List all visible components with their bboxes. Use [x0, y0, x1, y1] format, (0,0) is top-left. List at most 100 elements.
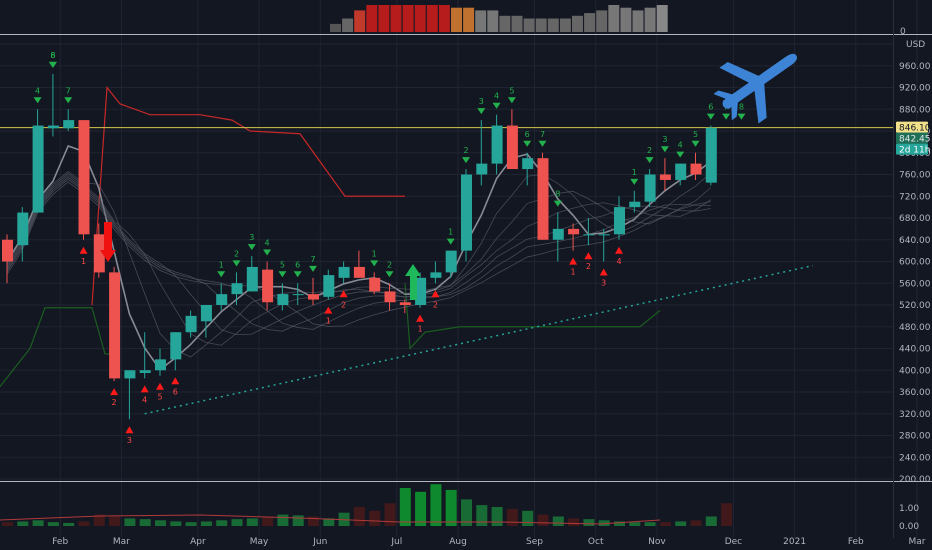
candle-body[interactable]: [231, 283, 243, 295]
candle-body[interactable]: [262, 269, 274, 303]
candle-body[interactable]: [369, 277, 381, 292]
candle-body[interactable]: [124, 370, 136, 379]
candle-body[interactable]: [47, 125, 59, 129]
sell-signal-marker: [553, 200, 562, 207]
sell-signal-marker: [538, 140, 547, 147]
candle-body[interactable]: [614, 207, 625, 235]
support-line-green-right: [404, 283, 661, 350]
candle-body[interactable]: [690, 163, 702, 175]
buy-signal-count: 4: [616, 257, 621, 266]
candle-body[interactable]: [522, 158, 534, 170]
volume-bar: [384, 503, 396, 526]
sell-signal-marker: [737, 113, 746, 120]
candle-body[interactable]: [506, 125, 518, 170]
volume-bar: [506, 508, 518, 526]
candle-body[interactable]: [659, 174, 671, 180]
candle-body[interactable]: [17, 212, 29, 246]
candle-body[interactable]: [568, 228, 580, 235]
top-histogram-bar: [354, 10, 366, 32]
candle-body[interactable]: [491, 125, 503, 164]
candle-body[interactable]: [629, 201, 641, 208]
sell-signal-count: 5: [509, 86, 514, 95]
candle-body[interactable]: [384, 291, 396, 303]
candle-body[interactable]: [583, 234, 595, 236]
buy-signal-count: 2: [433, 300, 438, 309]
candle-body[interactable]: [445, 250, 457, 273]
last-price-tag-bg: [896, 121, 928, 133]
candle-body[interactable]: [170, 332, 182, 360]
top-histogram-bar: [475, 10, 487, 32]
top-histogram-bar: [414, 5, 426, 32]
top-histogram-bar: [451, 7, 462, 32]
top-histogram-bar: [499, 15, 511, 33]
volume-bar: [705, 516, 717, 526]
volume-bar: [399, 488, 411, 526]
volume-bar: [185, 522, 197, 526]
buy-signal-count: 2: [586, 262, 591, 271]
candle-body[interactable]: [323, 275, 335, 297]
top-histogram-bar: [402, 5, 414, 32]
ma-value-tag-bg: [896, 132, 928, 144]
buy-signal-marker: [125, 426, 134, 434]
top-histogram-bar: [511, 15, 523, 33]
trendline-support: [144, 264, 814, 415]
price-tick-label: 200.00: [899, 475, 931, 485]
ma-value-tag: 842.45: [899, 135, 931, 145]
top-histogram-bar: [487, 10, 499, 32]
candle-body[interactable]: [675, 163, 687, 180]
candle-body[interactable]: [461, 174, 472, 251]
candle-body[interactable]: [63, 120, 75, 129]
candle-body[interactable]: [705, 127, 717, 183]
candle-body[interactable]: [552, 228, 564, 240]
candle-body[interactable]: [277, 294, 289, 305]
sell-signal-marker: [676, 151, 685, 158]
volume-bar: [522, 510, 534, 526]
candle-body[interactable]: [93, 234, 105, 273]
time-tick-label: Dec: [725, 537, 742, 547]
sell-signal-marker: [33, 97, 42, 104]
sell-signal-count: 1: [632, 168, 637, 177]
time-tick-label: Feb: [848, 537, 864, 547]
candle-body[interactable]: [2, 239, 13, 262]
sell-signal-marker: [263, 249, 272, 256]
candle-body[interactable]: [430, 272, 442, 278]
buy-signal-count: 4: [142, 395, 147, 404]
candle-body[interactable]: [32, 125, 44, 213]
price-tick-label: 680.00: [899, 214, 931, 224]
sell-signal-count: 3: [662, 135, 667, 144]
candle-body[interactable]: [537, 158, 549, 240]
candle-body[interactable]: [415, 277, 427, 305]
candle-body[interactable]: [353, 266, 365, 278]
candle-body[interactable]: [185, 315, 197, 333]
candle-body[interactable]: [338, 266, 350, 278]
candle-body[interactable]: [476, 163, 488, 175]
moving-average-line: [6, 173, 712, 346]
volume-bar: [675, 521, 687, 526]
candle-body[interactable]: [139, 370, 151, 373]
volume-bar: [491, 507, 503, 526]
candle-body[interactable]: [644, 174, 656, 202]
candle-body[interactable]: [246, 266, 258, 292]
volume-bar: [246, 518, 258, 526]
candle-body[interactable]: [598, 234, 610, 236]
volume-bar: [690, 520, 702, 526]
sell-signal-marker: [370, 260, 379, 267]
candle-body[interactable]: [308, 294, 319, 300]
volume-bar: [323, 518, 335, 526]
top-histogram-bar: [644, 7, 656, 32]
volume-bar: [231, 519, 243, 526]
candle-body[interactable]: [399, 302, 411, 305]
candle-body[interactable]: [200, 305, 212, 322]
candle-body[interactable]: [155, 359, 166, 371]
time-tick-label: Feb: [52, 537, 68, 547]
price-tick-label: 640.00: [899, 236, 931, 246]
candle-body[interactable]: [78, 120, 90, 235]
volume-bar: [629, 522, 641, 526]
buy-signal-marker: [569, 257, 578, 265]
candle-body[interactable]: [216, 294, 228, 305]
candle-body[interactable]: [292, 294, 304, 296]
candle-body[interactable]: [109, 272, 121, 379]
sell-signal-marker: [309, 265, 317, 272]
